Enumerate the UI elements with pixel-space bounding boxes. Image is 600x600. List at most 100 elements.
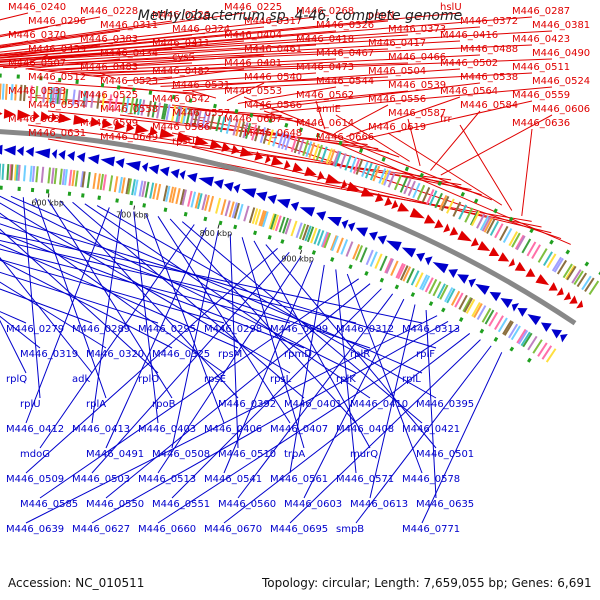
forward-leader-line xyxy=(0,26,265,55)
reverse-category-mark xyxy=(446,288,456,304)
reverse-gene-label: M446_0413 xyxy=(72,424,130,435)
forward-category-mark xyxy=(281,133,288,150)
forward-gene-label: M446_0533 xyxy=(8,86,66,97)
forward-gene-arrow xyxy=(292,162,304,173)
forward-category-mark xyxy=(161,103,167,120)
forward-category-mark xyxy=(272,130,279,147)
reverse-leader-line xyxy=(289,264,325,474)
reverse-category-mark xyxy=(450,290,461,306)
forward-category-mark xyxy=(51,87,56,104)
forward-marker xyxy=(284,122,289,128)
forward-gene-arrow xyxy=(360,187,375,197)
reverse-category-mark xyxy=(64,169,68,186)
forward-gene-arrow xyxy=(525,268,536,277)
reverse-category-mark xyxy=(278,216,286,233)
reverse-category-mark xyxy=(379,255,388,272)
reverse-category-mark xyxy=(545,348,557,363)
reverse-marker xyxy=(183,211,188,217)
reverse-marker xyxy=(253,230,258,236)
reverse-category-mark xyxy=(168,186,175,203)
reverse-category-mark xyxy=(237,203,244,220)
forward-leader-line xyxy=(82,54,481,75)
forward-leader-line xyxy=(263,110,400,158)
reverse-gene-label: M446_0513 xyxy=(138,474,196,485)
forward-gene-arrow xyxy=(221,142,231,152)
reverse-gene-arrow xyxy=(241,188,257,198)
reverse-gene-arrow xyxy=(233,183,241,194)
reverse-leader-line xyxy=(0,257,93,374)
forward-leader-line xyxy=(0,12,461,56)
forward-gene-label: M446_0559 xyxy=(512,90,570,101)
reverse-leader-line xyxy=(0,288,93,324)
reverse-leader-line xyxy=(0,271,159,324)
forward-leader-line xyxy=(47,138,532,222)
forward-gene-label: M446_0287 xyxy=(512,6,570,17)
forward-category-mark xyxy=(378,168,387,184)
forward-leader-line xyxy=(243,96,315,127)
forward-category-mark xyxy=(42,86,46,103)
forward-gene-label: M446_0317 xyxy=(244,16,302,27)
forward-category-mark xyxy=(140,99,146,116)
forward-category-mark xyxy=(565,265,576,280)
forward-gene-arrow xyxy=(316,170,325,181)
reverse-marker xyxy=(394,284,400,290)
reverse-leader-line xyxy=(229,233,239,449)
reverse-category-mark xyxy=(369,251,378,267)
forward-gene-label: M446_0587 xyxy=(388,108,446,119)
reverse-gene-arrow xyxy=(355,227,369,237)
forward-gene-arrow xyxy=(32,110,40,121)
reverse-gene-arrow xyxy=(3,145,16,156)
forward-gene-arrow xyxy=(346,181,361,192)
forward-gene-arrow xyxy=(397,202,410,212)
forward-marker xyxy=(493,208,498,214)
reverse-leader-line xyxy=(265,244,437,449)
forward-marker xyxy=(473,198,479,204)
reverse-marker xyxy=(311,250,316,255)
forward-category-mark xyxy=(308,142,316,159)
reverse-gene-label: M446_0401 xyxy=(284,399,342,410)
forward-category-mark xyxy=(355,159,364,175)
reverse-gene-label: M446_0561 xyxy=(270,474,328,485)
forward-leader-line xyxy=(99,72,116,80)
forward-category-mark xyxy=(293,137,301,154)
forward-category-mark xyxy=(407,180,416,197)
forward-gene-label: M446_0461 xyxy=(244,44,302,55)
forward-category-mark xyxy=(588,280,600,295)
forward-leader-line xyxy=(27,124,452,181)
reverse-gene-label: rpmD xyxy=(284,349,312,360)
reverse-gene-arrow xyxy=(267,194,277,205)
reverse-gene-arrow xyxy=(489,291,502,302)
forward-leader-line xyxy=(521,128,533,216)
reverse-leader-line xyxy=(425,310,437,499)
forward-category-mark xyxy=(556,259,568,275)
forward-gene-label: M446_0524 xyxy=(532,76,590,87)
forward-category-mark xyxy=(267,129,274,146)
reverse-gene-arrow xyxy=(386,240,402,252)
forward-category-mark xyxy=(531,244,541,260)
reverse-gene-arrow xyxy=(448,269,458,278)
reverse-gene-label: M446_0613 xyxy=(350,499,408,510)
forward-gene-arrow xyxy=(569,295,578,304)
reverse-category-mark xyxy=(92,172,97,189)
forward-category-mark xyxy=(165,104,171,121)
reverse-category-mark xyxy=(156,183,162,200)
reverse-gene-label: M446_0550 xyxy=(86,499,144,510)
forward-category-mark xyxy=(515,235,526,251)
reverse-category-mark xyxy=(86,172,91,189)
forward-category-mark xyxy=(551,256,562,272)
reverse-category-mark xyxy=(421,275,431,291)
forward-gene-label: M446_0636 xyxy=(512,118,570,129)
forward-gene-label: M446_0619 xyxy=(368,122,426,133)
reverse-gene-arrow xyxy=(327,216,342,227)
forward-gene-arrow xyxy=(3,108,16,119)
reverse-gene-label: M446_0421 xyxy=(402,424,460,435)
forward-gene-label: rpsU xyxy=(172,136,195,147)
forward-gene-arrow xyxy=(114,120,125,131)
reverse-gene-label: M446_0578 xyxy=(402,474,460,485)
reverse-gene-labels: M446_0279 M446_0289 M446_0295 M446_0298 M446… xyxy=(6,324,474,535)
reverse-marker xyxy=(458,317,464,322)
reverse-category-mark xyxy=(458,294,468,310)
reverse-leader-line xyxy=(335,269,357,474)
forward-gene-arrow xyxy=(231,144,240,155)
reverse-category-mark xyxy=(162,185,169,202)
